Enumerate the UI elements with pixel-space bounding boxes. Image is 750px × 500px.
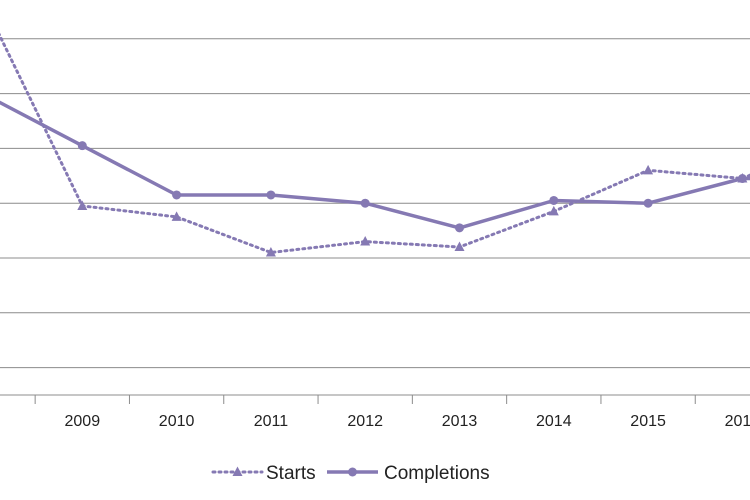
starts-point: [265, 247, 276, 257]
series-completions: [0, 100, 750, 233]
completions-point: [266, 190, 276, 200]
starts-point: [548, 205, 559, 216]
starts-point: [454, 241, 465, 252]
completions-point: [455, 223, 464, 233]
completions-point: [172, 190, 182, 200]
x-tick-label: 2011: [254, 413, 289, 430]
series-starts: [0, 32, 750, 257]
x-tick-label: 2012: [347, 413, 383, 430]
gridlines: [0, 38, 750, 369]
x-tick-label: 2014: [536, 413, 572, 430]
x-tick-label: 2009: [65, 413, 101, 430]
legend-item-completions: Completions: [327, 463, 490, 484]
legend-marker: [348, 467, 357, 477]
legend-item-starts: Starts: [211, 463, 316, 484]
series-lines: [0, 32, 750, 257]
legend: Starts Completions: [211, 463, 490, 484]
completions-point: [737, 174, 747, 184]
starts-point: [171, 211, 182, 221]
completions-point: [549, 195, 559, 205]
completions-point: [360, 198, 370, 208]
starts-point: [360, 236, 371, 246]
completions-line: [0, 100, 750, 230]
x-axis: 2009 2010 2011 2012 2013 2014 2015 2016: [0, 394, 750, 430]
starts-point: [77, 200, 88, 210]
x-tick-label: 2016: [725, 413, 750, 430]
x-tick-label: 2015: [630, 413, 666, 430]
starts-line: [0, 32, 750, 254]
legend-label: Completions: [384, 463, 490, 484]
completions-point: [77, 141, 87, 151]
legend-label: Starts: [266, 463, 316, 484]
x-tick-label: 2013: [442, 413, 478, 430]
legend-marker: [232, 466, 243, 476]
starts-point: [643, 164, 654, 175]
x-tick-label: 2010: [159, 413, 195, 430]
completions-point: [643, 198, 653, 208]
